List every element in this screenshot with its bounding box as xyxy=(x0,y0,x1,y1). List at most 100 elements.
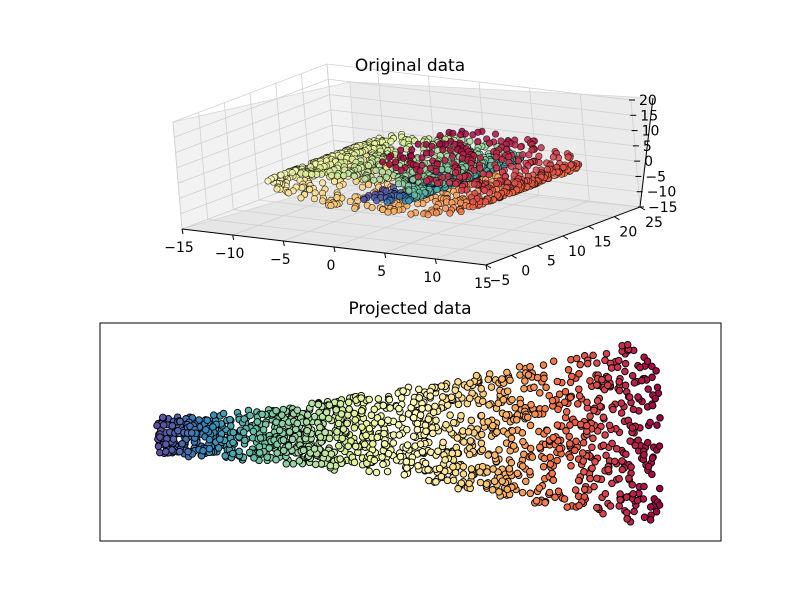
projected-data-point xyxy=(590,482,598,491)
projected-data-point xyxy=(599,441,608,450)
projected-data-point xyxy=(611,457,619,466)
original-data-point xyxy=(273,185,281,193)
projected-data-point xyxy=(432,416,440,425)
projected-data-point xyxy=(579,439,588,447)
projected-data-point xyxy=(409,432,418,441)
projected-data-point xyxy=(431,402,439,411)
projected-data-point xyxy=(380,429,388,438)
original-data-point xyxy=(311,189,319,197)
original-data-point xyxy=(351,204,359,212)
projected-data-point xyxy=(293,419,302,428)
projected-data-point xyxy=(415,394,423,402)
projected-data-point xyxy=(589,351,597,360)
projected-data-point xyxy=(623,515,631,523)
projected-data-point xyxy=(566,453,574,462)
y-tick-label: −5 xyxy=(490,273,511,289)
original-data-point xyxy=(308,170,316,178)
projected-data-point xyxy=(226,415,234,424)
projected-data-point xyxy=(389,439,398,447)
original-data-point xyxy=(432,167,440,175)
projected-data-point xyxy=(454,484,462,493)
projected-data-point xyxy=(518,488,527,497)
projected-data-point xyxy=(396,452,405,461)
projected-data-point xyxy=(613,363,622,372)
projected-data-point xyxy=(383,467,392,476)
projected-data-point xyxy=(454,400,463,409)
grid-line xyxy=(330,109,635,147)
projected-data-point xyxy=(395,404,403,413)
projected-data-point xyxy=(554,487,563,496)
projected-data-point xyxy=(627,463,635,471)
projected-data-point xyxy=(568,372,576,381)
projected-data-point xyxy=(572,437,580,446)
projected-data-point xyxy=(653,383,662,392)
projected-data-point xyxy=(508,395,516,404)
x-tick-label: 5 xyxy=(377,264,386,280)
original-data-point xyxy=(302,170,310,178)
projected-data-point xyxy=(460,438,468,446)
projected-data-point xyxy=(429,408,438,417)
grid-line xyxy=(174,78,329,138)
original-data-point xyxy=(436,140,444,148)
projected-data-point xyxy=(631,441,640,450)
projected-data-point xyxy=(540,374,548,383)
original-data-point xyxy=(474,137,482,145)
projected-data-point xyxy=(399,387,407,395)
original-data-point xyxy=(532,166,540,174)
projected-data-point xyxy=(572,354,581,363)
projected-data-point xyxy=(424,415,433,423)
projected-data-point xyxy=(607,364,616,372)
projected-data-point xyxy=(604,381,612,390)
projected-data-point xyxy=(447,393,456,401)
original-data-point xyxy=(492,153,500,161)
original-data-point xyxy=(476,154,484,162)
projected-data-point xyxy=(449,463,457,471)
original-data-point xyxy=(396,192,404,200)
projected-data-point xyxy=(576,360,584,369)
projected-data-point xyxy=(333,428,341,436)
projected-data-point xyxy=(578,449,587,457)
projected-data-point xyxy=(153,421,161,430)
projected-data-point xyxy=(344,442,352,450)
original-data-point xyxy=(537,144,545,152)
projected-data-point xyxy=(515,363,524,371)
projected-data-point xyxy=(379,460,387,469)
projected-data-point xyxy=(532,497,541,505)
projected-data-point xyxy=(449,418,458,427)
projected-data-point xyxy=(644,385,652,393)
projected-data-point xyxy=(443,476,452,485)
projected-data-point xyxy=(413,425,422,434)
projected-data-point xyxy=(326,461,335,470)
projected-data-point xyxy=(588,443,596,452)
projected-data-point xyxy=(227,422,235,430)
projected-data-point xyxy=(332,406,340,414)
projected-data-point xyxy=(477,411,486,420)
projected-data-point xyxy=(646,418,654,427)
original-data-point xyxy=(382,173,390,181)
projected-data-point xyxy=(640,513,649,522)
projected-data-point xyxy=(278,411,286,419)
projected-data-point xyxy=(542,383,550,392)
projected-data-point xyxy=(553,456,561,465)
projected-data-point xyxy=(612,444,621,453)
projected-data-point xyxy=(533,373,542,382)
projected-data-point xyxy=(495,488,503,496)
original-data-point xyxy=(507,162,515,170)
projected-data-point xyxy=(339,425,348,433)
projected-data-point xyxy=(531,410,539,418)
original-data-point xyxy=(469,131,477,139)
projected-data-point xyxy=(263,453,271,461)
projected-data-point xyxy=(457,411,465,420)
projected-data-point xyxy=(513,469,522,478)
projected-data-point xyxy=(643,438,652,447)
projected-data-point xyxy=(272,455,280,464)
projected-data-point xyxy=(482,480,491,488)
original-data-title: Original data xyxy=(355,56,465,76)
projected-data-point xyxy=(489,421,497,430)
projected-data-point xyxy=(586,474,594,483)
original-data-point xyxy=(439,146,447,154)
projected-data-point xyxy=(205,444,214,453)
projected-data-point xyxy=(159,421,168,429)
projected-data-point xyxy=(575,501,583,510)
original-data-point xyxy=(399,154,407,162)
